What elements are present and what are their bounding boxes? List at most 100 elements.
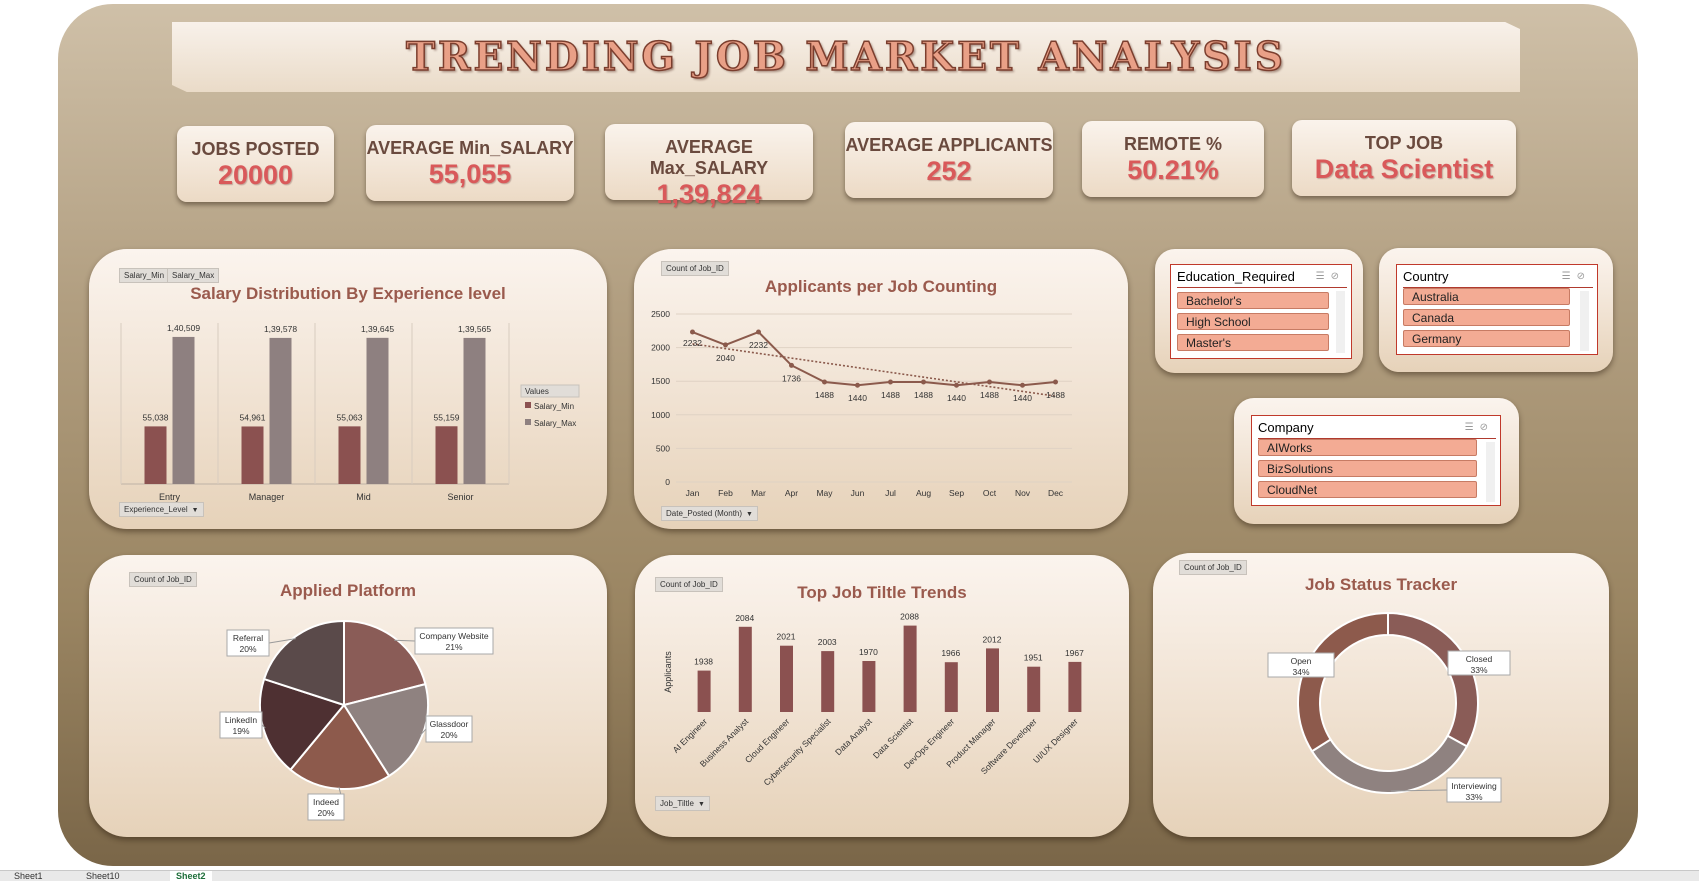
kpi-label: TOP JOB <box>1364 133 1444 153</box>
legend-entry: Salary_Max <box>534 419 576 428</box>
x-tick-label: Apr <box>785 488 798 498</box>
clear-filter-icon[interactable]: ⊘ <box>1479 422 1494 433</box>
data-label: 55,159 <box>434 412 460 422</box>
data-point <box>1020 382 1025 388</box>
platform-panel: Count of Job_ID Applied Platform Company… <box>89 555 607 837</box>
status-panel: Count of Job_ID Job Status Tracker Close… <box>1153 553 1609 837</box>
data-label: 1440 <box>848 393 867 403</box>
slicer-header: Country ☰⊘ <box>1403 269 1593 288</box>
multi-select-icon[interactable]: ☰ <box>1464 422 1480 433</box>
tick-label: Manager <box>249 492 285 502</box>
slicer-item[interactable]: Bachelor's <box>1177 292 1329 309</box>
y-tick-label: 1000 <box>651 410 670 420</box>
kpi-average-applicants: AVERAGE APPLICANTS 252 <box>845 122 1053 198</box>
sheet-tab-bar: Sheet1 Sheet10 Sheet2 <box>0 870 1699 881</box>
slicer-item[interactable]: Master's <box>1177 334 1329 351</box>
field-button-count-job-id[interactable]: Count of Job_ID <box>129 572 197 587</box>
kpi-value: 20000 <box>217 160 294 190</box>
clear-filter-icon[interactable]: ⊘ <box>1330 271 1345 282</box>
data-label: 1970 <box>859 647 878 657</box>
data-label: 1440 <box>947 393 966 403</box>
slice-percent: 20% <box>239 644 256 654</box>
multi-select-icon[interactable]: ☰ <box>1315 271 1331 282</box>
data-label: 2232 <box>749 340 768 350</box>
data-label: 1488 <box>881 390 900 400</box>
slicer-header: Education_Required ☰⊘ <box>1177 269 1347 288</box>
field-button-count-job-id[interactable]: Count of Job_ID <box>1179 560 1247 575</box>
applicants-panel: Count of Job_ID Applicants per Job Count… <box>634 249 1128 529</box>
bar <box>366 337 389 484</box>
slicer-item[interactable]: High School <box>1177 313 1329 330</box>
data-point <box>987 379 992 385</box>
label-box <box>307 793 345 821</box>
scrollbar[interactable] <box>1336 291 1345 353</box>
data-label: 55,038 <box>143 412 169 422</box>
slice-percent: 34% <box>1292 667 1309 677</box>
slicer-item[interactable]: BizSolutions <box>1258 460 1477 477</box>
x-tick-label: Oct <box>983 488 997 498</box>
sheet-tab[interactable]: Sheet10 <box>86 871 120 881</box>
data-label: 1,40,509 <box>167 323 200 333</box>
data-label: 1736 <box>782 373 801 383</box>
clear-filter-icon[interactable]: ⊘ <box>1576 271 1591 282</box>
dashboard-title-banner: TRENDING JOB MARKET ANALYSIS <box>172 22 1520 92</box>
x-tick-label: Data Scientist <box>871 716 916 761</box>
data-label: 1,39,565 <box>458 324 491 334</box>
field-button-count-job-id[interactable]: Count of Job_ID <box>661 261 729 276</box>
tick-label: Mid <box>356 492 371 502</box>
slicer-item[interactable]: Germany <box>1403 330 1570 347</box>
multi-select-icon[interactable]: ☰ <box>1561 271 1577 282</box>
slice-percent: 19% <box>232 726 249 736</box>
bar <box>241 426 264 484</box>
y-tick-label: 2000 <box>651 343 670 353</box>
tick-label: Senior <box>447 492 473 502</box>
x-tick-label: AI Engineer <box>671 716 710 755</box>
bar <box>172 336 195 484</box>
field-button-count-job-id[interactable]: Count of Job_ID <box>655 577 723 592</box>
data-point <box>756 329 761 335</box>
slicer-item[interactable]: CloudNet <box>1258 481 1477 498</box>
kpi-jobs-posted: JOBS POSTED 20000 <box>177 126 334 202</box>
slice-percent: 20% <box>317 808 334 818</box>
bar <box>697 670 711 712</box>
field-button-salary-max[interactable]: Salary_Max <box>167 268 220 283</box>
data-label: 1,39,578 <box>264 324 297 334</box>
label-box <box>226 629 270 657</box>
data-label: 1966 <box>941 648 960 658</box>
dropdown-arrow-icon: ▼ <box>191 507 199 514</box>
scrollbar[interactable] <box>1486 442 1495 502</box>
sheet-tab[interactable]: Sheet1 <box>14 871 43 881</box>
filter-button-experience-level[interactable]: Experience_Level ▼ <box>119 502 204 517</box>
company-slicer-card: Company ☰⊘ AIWorks BizSolutions CloudNet <box>1234 398 1519 524</box>
chart-title: Applied Platform <box>279 581 416 600</box>
kpi-average-max-salary: AVERAGE Max_SALARY 1,39,824 <box>605 124 813 209</box>
data-label: 2084 <box>735 613 754 623</box>
filter-button-date-posted[interactable]: Date_Posted (Month) ▼ <box>661 506 758 521</box>
kpi-label: REMOTE % <box>1123 134 1222 154</box>
label-box <box>425 715 473 743</box>
kpi-value: 252 <box>926 156 972 186</box>
series-line <box>692 330 1056 387</box>
y-tick-label: 1500 <box>651 376 670 386</box>
slicer-item[interactable]: Canada <box>1403 309 1570 326</box>
trendline <box>692 343 1056 397</box>
data-label: 54,961 <box>240 412 266 422</box>
slice <box>343 619 427 707</box>
data-label: 2003 <box>818 637 837 647</box>
data-label: 1938 <box>694 657 713 667</box>
leader-line <box>268 638 296 644</box>
slice <box>262 619 345 707</box>
legend-entry: Salary_Min <box>534 402 574 411</box>
data-point <box>888 379 893 385</box>
sheet-tab-active[interactable]: Sheet2 <box>170 871 212 881</box>
slicer-item[interactable]: Australia <box>1403 288 1570 305</box>
x-tick-label: Cybersecurity Specialist <box>761 716 833 788</box>
scrollbar[interactable] <box>1580 291 1589 351</box>
chart-title: Salary Distribution By Experience level <box>190 284 506 303</box>
kpi-value: 1,39,824 <box>656 179 762 209</box>
label-box <box>1446 777 1502 803</box>
filter-button-job-title[interactable]: Job_Tiltle ▼ <box>655 796 710 811</box>
slice <box>259 677 346 772</box>
data-label: 2232 <box>683 338 702 348</box>
slicer-item[interactable]: AIWorks <box>1258 439 1477 456</box>
